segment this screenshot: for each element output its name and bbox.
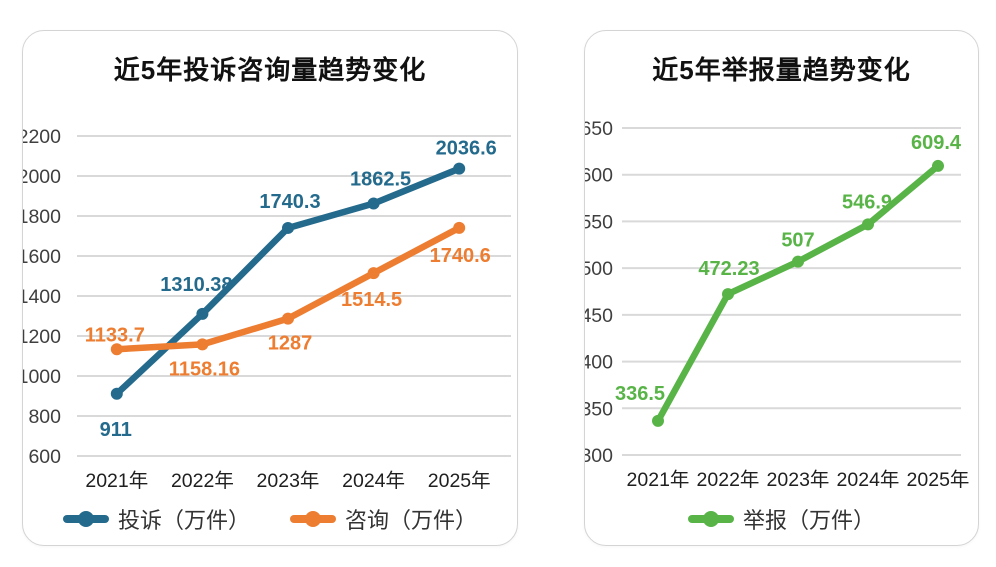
complaint-consult-line-chart: 2200 2000 1800 1600 1400 1200 1000 800 600 2021年 2… xyxy=(23,126,511,492)
legend-item-consultations: 咨询（万件） xyxy=(290,503,477,535)
x-axis-category-label: 2025年 xyxy=(428,470,491,492)
legend-label-consultations: 咨询（万件） xyxy=(345,508,478,533)
data-point xyxy=(932,159,944,172)
data-point-label: 1287 xyxy=(268,333,313,355)
y-axis-tick-label: 1200 xyxy=(23,326,61,348)
legend-report: 举报（万件） xyxy=(585,503,978,535)
y-axis-tick-label: 550 xyxy=(585,211,613,233)
data-point-label: 507 xyxy=(781,230,814,252)
x-axis-category-label: 2024年 xyxy=(837,469,900,491)
complaint-consult-chart-card: 近5年投诉咨询量趋势变化 2200 2000 1800 1600 1400 1200 100… xyxy=(22,30,518,546)
legend-marker-reports xyxy=(687,511,734,527)
y-axis-tick-label: 500 xyxy=(585,258,613,280)
data-point xyxy=(722,288,734,301)
data-point-label: 336.5 xyxy=(615,383,665,405)
x-axis-category-label: 2022年 xyxy=(697,469,760,491)
y-axis-tick-label: 1000 xyxy=(23,366,61,388)
data-point xyxy=(453,221,466,234)
data-point xyxy=(652,414,664,427)
legend-marker-complaints xyxy=(62,511,109,527)
y-axis-tick-label: 2200 xyxy=(23,126,61,148)
legend-marker-dot xyxy=(702,511,719,527)
data-point xyxy=(282,221,294,234)
data-point xyxy=(196,338,209,351)
data-point-label: 1158.16 xyxy=(169,358,240,380)
x-axis-category-label: 2023年 xyxy=(257,470,320,492)
data-point-label: 546.9 xyxy=(842,191,892,213)
data-point xyxy=(367,197,380,210)
x-axis-category-label: 2021年 xyxy=(627,469,690,491)
data-point-label: 1740.3 xyxy=(259,191,320,213)
legend-marker-consultations xyxy=(290,511,336,527)
report-chart-card: 近5年举报量趋势变化 650 600 550 500 450 400 350 300 2021年… xyxy=(584,30,979,546)
data-point xyxy=(792,255,804,268)
data-point xyxy=(110,387,123,400)
y-axis-tick-label: 600 xyxy=(585,165,613,187)
data-point-label: 1514.5 xyxy=(341,289,402,311)
legend-label-reports: 举报（万件） xyxy=(742,508,875,533)
data-point xyxy=(282,312,294,325)
y-axis-tick-label: 400 xyxy=(585,352,613,374)
data-point-label: 609.4 xyxy=(911,132,962,154)
x-axis-category-label: 2021年 xyxy=(85,470,148,492)
y-axis-tick-label: 2000 xyxy=(23,166,61,188)
legend-complaint-consult: 投诉（万件） 咨询（万件） xyxy=(23,503,517,535)
data-point-label: 1740.6 xyxy=(430,245,491,267)
legend-marker-dot xyxy=(305,511,321,527)
data-point-label: 911 xyxy=(100,419,132,441)
x-axis-category-label: 2024年 xyxy=(342,470,405,492)
y-axis-tick-label: 350 xyxy=(585,398,613,420)
x-axis-category-label: 2022年 xyxy=(171,470,234,492)
chart-title-complaint-consult: 近5年投诉咨询量趋势变化 xyxy=(113,55,427,85)
data-point xyxy=(196,307,209,320)
legend-label-complaints: 投诉（万件） xyxy=(117,508,250,533)
series-line-0 xyxy=(654,162,942,425)
y-axis-tick-label: 1800 xyxy=(23,206,61,228)
y-axis-tick-label: 800 xyxy=(28,406,61,428)
data-point-label: 2036.6 xyxy=(436,138,497,160)
data-point-label: 1133.7 xyxy=(85,324,145,346)
y-axis-tick-label: 650 xyxy=(585,118,613,140)
data-point-label: 1310.38 xyxy=(160,274,232,296)
data-point-label: 472.23 xyxy=(698,258,759,280)
y-axis-tick-label: 1600 xyxy=(23,246,61,268)
data-point xyxy=(367,267,380,280)
data-point xyxy=(862,218,874,231)
x-axis-category-label: 2023年 xyxy=(767,469,830,491)
y-axis-tick-label: 600 xyxy=(28,446,61,468)
data-point-label: 1862.5 xyxy=(350,169,411,191)
y-axis-tick-label: 450 xyxy=(585,305,613,327)
data-point xyxy=(110,343,123,356)
legend-item-reports: 举报（万件） xyxy=(687,503,875,535)
legend-item-complaints: 投诉（万件） xyxy=(62,503,250,535)
chart-title-report: 近5年举报量趋势变化 xyxy=(652,55,911,85)
legend-marker-dot xyxy=(77,511,94,527)
x-axis-category-label: 2025年 xyxy=(907,469,970,491)
data-point xyxy=(453,162,466,175)
report-line-chart: 650 600 550 500 450 400 350 300 2021年 2022年 2023年 2… xyxy=(585,118,970,491)
y-axis-tick-label: 300 xyxy=(585,445,613,467)
y-axis-tick-label: 1400 xyxy=(23,286,61,308)
